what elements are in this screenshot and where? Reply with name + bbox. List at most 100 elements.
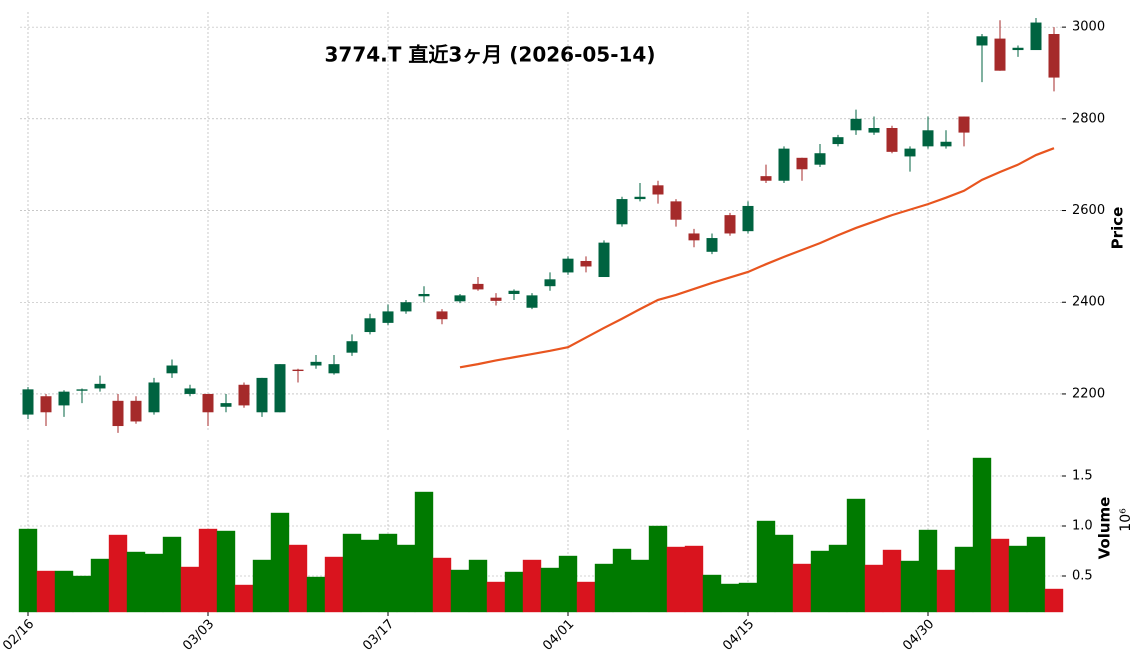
candle-body [256,377,268,413]
candle-body [130,400,142,422]
volume-bar [306,576,326,613]
candle-body [112,400,124,427]
candle-body [184,388,196,394]
volume-bar [1026,536,1046,613]
candle-body [418,293,430,297]
candle-body [364,318,376,333]
y-tick-label: 2400 [1072,295,1105,310]
candle-body [58,391,70,406]
volume-bar [360,539,380,613]
volume-bar [576,581,596,613]
candle-body [382,311,394,323]
volume-bar [234,584,254,613]
volume-bar [468,559,488,613]
candle-body [580,260,592,267]
candle-body [814,153,826,165]
volume-bar [450,569,470,613]
volume-bar [378,533,398,613]
candle-body [688,233,700,241]
volume-bar [936,569,956,613]
x-tick-label: 03/17 [360,617,397,654]
volume-bar [72,575,92,613]
candle-body [292,369,304,372]
candle-body [526,295,538,308]
volume-bar [396,544,416,613]
volume-bar [558,555,578,613]
x-tick-label: 04/01 [540,617,577,654]
candle-body [724,215,736,234]
candle-body [346,341,358,353]
candle-body [148,382,160,413]
candle-body [202,393,214,413]
volume-bar [342,533,362,613]
volume-bar [630,559,650,613]
volume-bar [1044,588,1064,613]
volume-bar [918,529,938,613]
volume-bar [108,534,128,613]
x-tick-label: 03/03 [180,617,217,654]
volume-bar [288,544,308,613]
y-axis-label: Price [1109,207,1127,250]
candle-body [598,242,610,278]
volume-bar [144,553,164,613]
volume-bar [684,545,704,613]
volume-bar [162,536,182,613]
candle-body [634,196,646,200]
volume-bar [846,498,866,613]
volume-bar [18,528,38,613]
volume-bar [666,546,686,613]
volume-bar [882,549,902,613]
candle-body [940,141,952,147]
volume-bar [738,582,758,613]
volume-bar [324,556,344,613]
volume-bar [828,544,848,613]
volume-bar [720,583,740,613]
candle-body [958,116,970,133]
candle-body [310,361,322,366]
candle-body [274,364,286,413]
candle-body [706,238,718,252]
volume-bar [702,574,722,613]
x-tick-label: 02/16 [0,617,37,654]
volume-bar [954,546,974,613]
candle-body [868,128,880,133]
candle-body [40,396,52,413]
candle-body [22,389,34,415]
volume-bar [126,551,146,613]
candle-body [490,297,502,301]
candle-body [238,384,250,406]
candle-body [616,199,628,225]
candle-body [328,364,340,374]
volume-bar [864,564,884,613]
candle-body [742,205,754,232]
candle-body [1012,47,1024,51]
volume-multiplier: 10⁶ [1118,508,1134,532]
volume-tick-label: 1.0 [1072,519,1093,534]
volume-bar [432,557,452,613]
candle-body [94,383,106,389]
volume-bar [90,558,110,613]
volume-axis-label: Volume [1096,497,1114,560]
moving-average [459,147,1055,369]
volume-bar [990,538,1010,613]
candle-body [436,311,448,320]
volume-bar [792,563,812,613]
volume-bar [540,567,560,613]
volume-bar [594,563,614,613]
candle-body [778,148,790,181]
candle-body [994,38,1006,71]
candle-body [562,258,574,273]
candle-body [832,137,844,145]
candle-body [904,148,916,157]
candle-body [220,403,232,407]
y-tick-label: 3000 [1072,20,1105,35]
volume-tick-label: 1.5 [1072,469,1093,484]
volume-bar [486,581,506,613]
volume-tick-label: 0.5 [1072,569,1093,584]
chart-title: 3774.T 直近3ヶ月 (2026-05-14) [325,43,656,67]
volume-bar [1008,545,1028,613]
candle-body [670,201,682,220]
candle-body [922,130,934,147]
